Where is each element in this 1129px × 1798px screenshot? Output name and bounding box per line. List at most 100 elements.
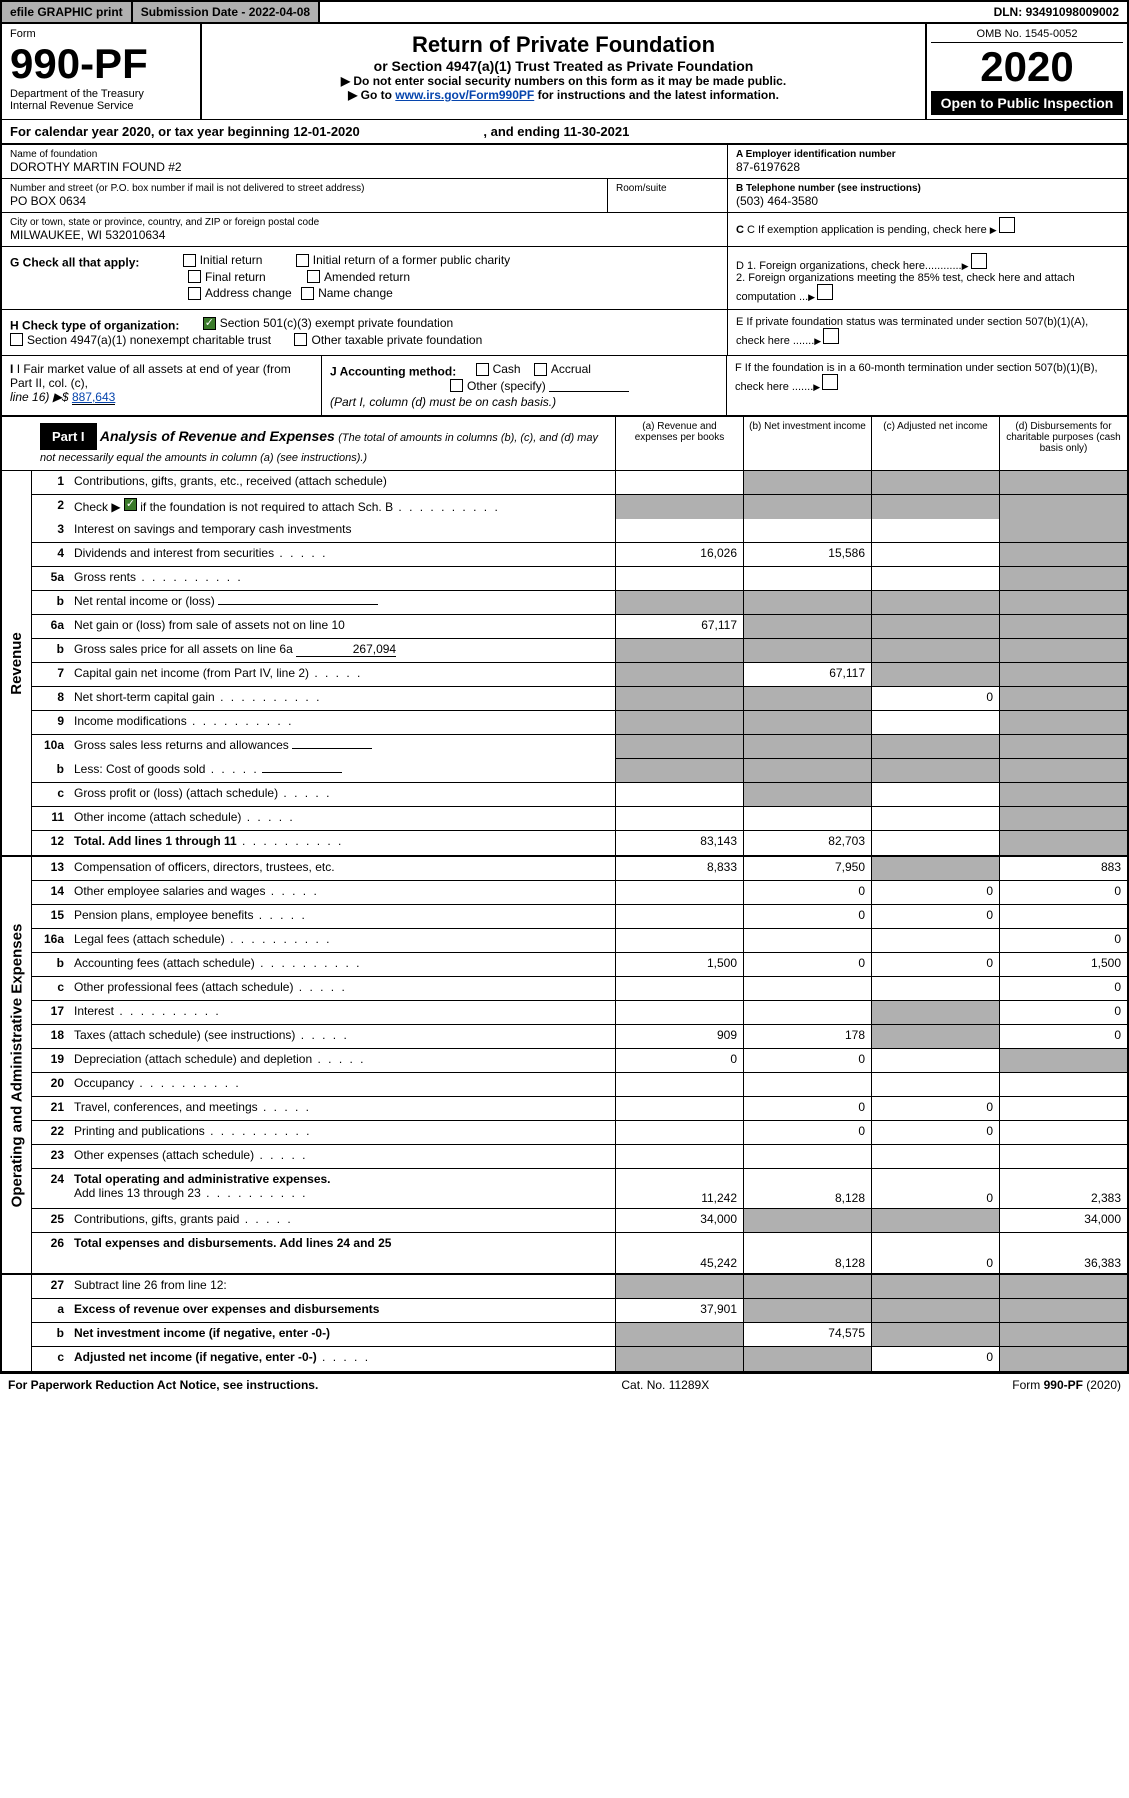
r27-b: [743, 1275, 871, 1298]
r14-a: [615, 881, 743, 904]
s4947-checkbox[interactable]: [10, 333, 23, 346]
r3-b: [743, 519, 871, 542]
form-header: Form 990-PF Department of the Treasury I…: [0, 24, 1129, 119]
other-method-checkbox[interactable]: [450, 379, 463, 392]
r3-desc: Interest on savings and temporary cash i…: [68, 519, 615, 542]
dln-value: 93491098009002: [1026, 5, 1119, 19]
r9-a: [615, 711, 743, 734]
r2-post: if the foundation is not required to att…: [140, 500, 393, 514]
r2-d: [999, 495, 1127, 519]
d-section: D 1. Foreign organizations, check here..…: [727, 247, 1127, 309]
r21-desc: Travel, conferences, and meetings: [68, 1097, 615, 1120]
r10b-a: [615, 759, 743, 782]
r6a-c: [871, 615, 999, 638]
h-label: H Check type of organization:: [10, 319, 179, 333]
foundation-name-cell: Name of foundation DOROTHY MARTIN FOUND …: [2, 145, 727, 178]
cash-checkbox[interactable]: [476, 363, 489, 376]
instr2-pre: ▶ Go to: [348, 88, 395, 102]
r27a-desc: Excess of revenue over expenses and disb…: [68, 1299, 615, 1322]
address-change-checkbox[interactable]: [188, 287, 201, 300]
r20-b: [743, 1073, 871, 1096]
info-row-1: Name of foundation DOROTHY MARTIN FOUND …: [0, 145, 1129, 179]
r4-desc: Dividends and interest from securities: [68, 543, 615, 566]
form-label: Form: [10, 28, 192, 40]
name-change-label: Name change: [318, 286, 393, 300]
r13-d: 883: [999, 857, 1127, 880]
r22-desc: Printing and publications: [68, 1121, 615, 1144]
r10c-a: [615, 783, 743, 806]
r27-num: 27: [32, 1275, 68, 1298]
accrual-checkbox[interactable]: [534, 363, 547, 376]
r10a-num: 10a: [32, 735, 68, 759]
r16a-num: 16a: [32, 929, 68, 952]
c-label: C If exemption application is pending, c…: [747, 224, 987, 236]
r16c-num: c: [32, 977, 68, 1000]
tel-cell: B Telephone number (see instructions) (5…: [728, 179, 1127, 212]
r7-num: 7: [32, 663, 68, 686]
r8-num: 8: [32, 687, 68, 710]
initial-return-checkbox[interactable]: [183, 254, 196, 267]
r10a-b: [743, 735, 871, 759]
schb-checkbox[interactable]: [124, 498, 137, 511]
amended-return-checkbox[interactable]: [307, 270, 320, 283]
r3-num: 3: [32, 519, 68, 542]
form-number: 990-PF: [10, 40, 192, 88]
r1-desc: Contributions, gifts, grants, etc., rece…: [68, 471, 615, 494]
r27b-desc: Net investment income (if negative, ente…: [68, 1323, 615, 1346]
d2-checkbox[interactable]: [817, 284, 833, 300]
r20-d: [999, 1073, 1127, 1096]
r19-a: 0: [615, 1049, 743, 1072]
addr-value: PO BOX 0634: [10, 194, 599, 208]
r15-a: [615, 905, 743, 928]
dln: DLN: 93491098009002: [986, 2, 1127, 22]
r10b-d: [999, 759, 1127, 782]
r23-b: [743, 1145, 871, 1168]
d1-label: D 1. Foreign organizations, check here..…: [736, 260, 962, 272]
r27b-a: [615, 1323, 743, 1346]
r10c-desc: Gross profit or (loss) (attach schedule): [68, 783, 615, 806]
r25-c: [871, 1209, 999, 1232]
name-change-checkbox[interactable]: [301, 287, 314, 300]
i-value-link[interactable]: 887,643: [72, 390, 115, 405]
top-bar: efile GRAPHIC print Submission Date - 20…: [0, 0, 1129, 24]
r3-a: [615, 519, 743, 542]
r14-d: 0: [999, 881, 1127, 904]
r24-c: 0: [871, 1169, 999, 1208]
r6b-desc: Gross sales price for all assets on line…: [68, 639, 615, 662]
r6a-b: [743, 615, 871, 638]
final-return-checkbox[interactable]: [188, 270, 201, 283]
line27-table: 27Subtract line 26 from line 12: aExcess…: [0, 1275, 1129, 1373]
r7-desc: Capital gain net income (from Part IV, l…: [68, 663, 615, 686]
cal-begin: 12-01-2020: [293, 124, 360, 139]
r2-pre: Check ▶: [74, 500, 121, 514]
d1-checkbox[interactable]: [971, 253, 987, 269]
other-taxable-checkbox[interactable]: [294, 333, 307, 346]
title-col: Return of Private Foundation or Section …: [202, 24, 927, 119]
col-d-header: (d) Disbursements for charitable purpose…: [999, 417, 1127, 470]
e-checkbox[interactable]: [823, 328, 839, 344]
address-change-label: Address change: [205, 286, 292, 300]
r7-b: 67,117: [743, 663, 871, 686]
r16a-c: [871, 929, 999, 952]
r1-d: [999, 471, 1127, 494]
subdate-value: 2022-04-08: [249, 5, 310, 19]
c-checkbox[interactable]: [999, 217, 1015, 233]
r27c-d: [999, 1347, 1127, 1371]
r19-desc: Depreciation (attach schedule) and deple…: [68, 1049, 615, 1072]
r3-c: [871, 519, 999, 542]
initial-former-checkbox[interactable]: [296, 254, 309, 267]
r2-b: [743, 495, 871, 519]
city-cell: City or town, state or province, country…: [2, 213, 727, 246]
r9-c: [871, 711, 999, 734]
r26-desc: Total expenses and disbursements. Add li…: [68, 1233, 615, 1273]
r25-desc: Contributions, gifts, grants paid: [68, 1209, 615, 1232]
r27a-num: a: [32, 1299, 68, 1322]
form990pf-link[interactable]: www.irs.gov/Form990PF: [395, 88, 534, 102]
d2-label: 2. Foreign organizations meeting the 85%…: [736, 272, 1075, 303]
revenue-sidelabel: Revenue: [2, 471, 32, 855]
r13-c: [871, 857, 999, 880]
efile-badge[interactable]: efile GRAPHIC print: [2, 2, 133, 22]
s501-checkbox[interactable]: [203, 317, 216, 330]
r16a-b: [743, 929, 871, 952]
f-checkbox[interactable]: [822, 374, 838, 390]
